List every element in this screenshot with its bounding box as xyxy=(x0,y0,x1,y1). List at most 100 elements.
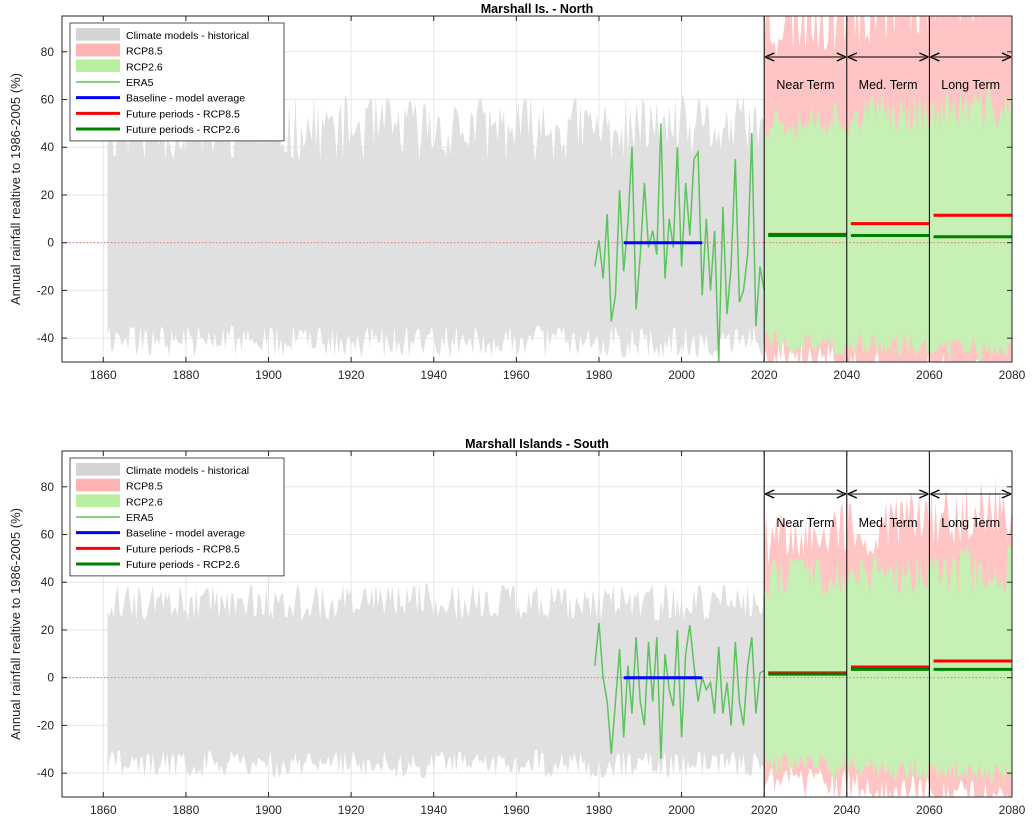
y-tick-label: 60 xyxy=(41,93,55,107)
y-tick-label: 20 xyxy=(41,623,55,637)
period-label: Long Term xyxy=(941,78,1000,92)
y-tick-label: -40 xyxy=(37,766,55,780)
period-arrow-head-left xyxy=(764,489,775,499)
legend-label: ERA5 xyxy=(126,512,154,524)
legend: Climate models - historical RCP8.5 RCP2.6 E… xyxy=(69,22,285,142)
period-label: Med. Term xyxy=(859,78,918,92)
legend-swatch xyxy=(76,494,120,508)
y-tick-label: 0 xyxy=(47,236,54,250)
y-tick-label: 40 xyxy=(41,140,55,154)
period-arrow-head-right xyxy=(836,489,847,499)
legend-label: Climate models - historical xyxy=(126,465,249,477)
legend-label: RCP8.5 xyxy=(126,481,163,493)
legend-label: Baseline - model average xyxy=(126,528,245,540)
period-arrow xyxy=(847,489,929,499)
legend-label: RCP2.6 xyxy=(126,61,163,73)
legend-swatch xyxy=(76,59,120,73)
x-tick-label: 2060 xyxy=(916,368,943,382)
period-arrow-head-left xyxy=(847,489,858,499)
x-tick-label: 2000 xyxy=(668,803,695,817)
y-tick-label: 80 xyxy=(41,480,55,494)
x-tick-label: 2060 xyxy=(916,803,943,817)
x-tick-label: 1880 xyxy=(173,368,200,382)
period-arrow xyxy=(847,52,929,62)
x-tick-label: 1980 xyxy=(586,368,613,382)
y-tick-label: 0 xyxy=(47,671,54,685)
x-tick-label: 2040 xyxy=(833,803,860,817)
legend-swatch xyxy=(76,478,120,492)
period-arrow-head-right xyxy=(1001,489,1012,499)
period-label: Near Term xyxy=(776,78,834,92)
y-axis-label: Annual rainfall realtive to 1986-2005 (%… xyxy=(8,73,23,305)
period-arrow-head-left xyxy=(764,52,775,62)
plot-content xyxy=(62,479,1012,797)
period-label: Long Term xyxy=(941,516,1000,530)
panel-north: Near Term Med. Term Long Term 1860 1880 1900 1… xyxy=(8,2,1026,382)
historical-band xyxy=(107,583,765,779)
legend-label: ERA5 xyxy=(126,77,154,89)
x-tick-label: 2000 xyxy=(668,368,695,382)
legend-label: Baseline - model average xyxy=(126,93,245,105)
x-tick-label: 1980 xyxy=(586,803,613,817)
period-arrow-head-right xyxy=(836,52,847,62)
y-axis-label: Annual rainfall realtive to 1986-2005 (%… xyxy=(8,508,23,740)
y-tick-label: 20 xyxy=(41,188,55,202)
legend-label: RCP2.6 xyxy=(126,496,163,508)
x-tick-label: 1960 xyxy=(503,803,530,817)
legend-swatch xyxy=(76,28,120,41)
y-tick-label: -20 xyxy=(37,283,55,297)
period-arrow xyxy=(930,52,1012,62)
x-tick-label: 1940 xyxy=(420,368,447,382)
period-arrow-head-left xyxy=(930,489,940,499)
period-label: Near Term xyxy=(776,516,834,530)
legend-label: Future periods - RCP2.6 xyxy=(126,559,240,571)
period-arrow-head-left xyxy=(930,52,940,62)
x-tick-label: 2080 xyxy=(999,368,1026,382)
period-label: Med. Term xyxy=(859,516,918,530)
chart-title: Marshall Is. - North xyxy=(481,2,594,16)
panel-south: Near Term Med. Term Long Term 1860 1880 1900 1… xyxy=(8,437,1026,817)
plot-content xyxy=(62,16,1012,362)
legend-label: Climate models - historical xyxy=(126,30,249,42)
period-arrow-head-right xyxy=(919,52,929,62)
rcp26-band xyxy=(764,545,1012,785)
x-tick-label: 1960 xyxy=(503,368,530,382)
era5-line xyxy=(594,123,765,362)
period-arrow-head-right xyxy=(1001,52,1012,62)
y-tick-label: -40 xyxy=(37,331,55,345)
legend-label: RCP8.5 xyxy=(126,46,163,58)
legend: Climate models - historical RCP8.5 RCP2.6 E… xyxy=(69,457,285,577)
axes-box xyxy=(61,450,1013,798)
x-tick-label: 1920 xyxy=(338,803,365,817)
x-tick-label: 1900 xyxy=(255,803,282,817)
legend-swatch xyxy=(76,43,120,57)
x-tick-label: 1900 xyxy=(255,368,282,382)
period-arrow xyxy=(764,52,847,62)
period-arrow-head-right xyxy=(919,489,929,499)
x-tick-label: 1880 xyxy=(173,803,200,817)
x-tick-label: 1860 xyxy=(90,368,117,382)
x-tick-label: 2040 xyxy=(833,368,860,382)
period-arrow xyxy=(930,489,1012,499)
x-tick-label: 1920 xyxy=(338,368,365,382)
y-tick-label: 80 xyxy=(41,45,55,59)
chart-title: Marshall Islands - South xyxy=(465,437,609,451)
period-arrow xyxy=(764,489,847,499)
x-tick-label: 2020 xyxy=(751,803,778,817)
legend-label: Future periods - RCP2.6 xyxy=(126,124,240,136)
axes-box xyxy=(61,15,1013,363)
historical-band xyxy=(107,95,765,359)
era5-line xyxy=(594,622,765,759)
legend-label: Future periods - RCP8.5 xyxy=(126,543,240,555)
x-tick-label: 2020 xyxy=(751,368,778,382)
y-tick-label: -20 xyxy=(37,718,55,732)
legend-label: Future periods - RCP8.5 xyxy=(126,108,240,120)
period-arrow-head-left xyxy=(847,52,858,62)
y-tick-label: 60 xyxy=(41,528,55,542)
x-tick-label: 1860 xyxy=(90,803,117,817)
x-tick-label: 2080 xyxy=(999,803,1026,817)
legend-swatch xyxy=(76,463,120,476)
y-tick-label: 40 xyxy=(41,575,55,589)
x-tick-label: 1940 xyxy=(420,803,447,817)
